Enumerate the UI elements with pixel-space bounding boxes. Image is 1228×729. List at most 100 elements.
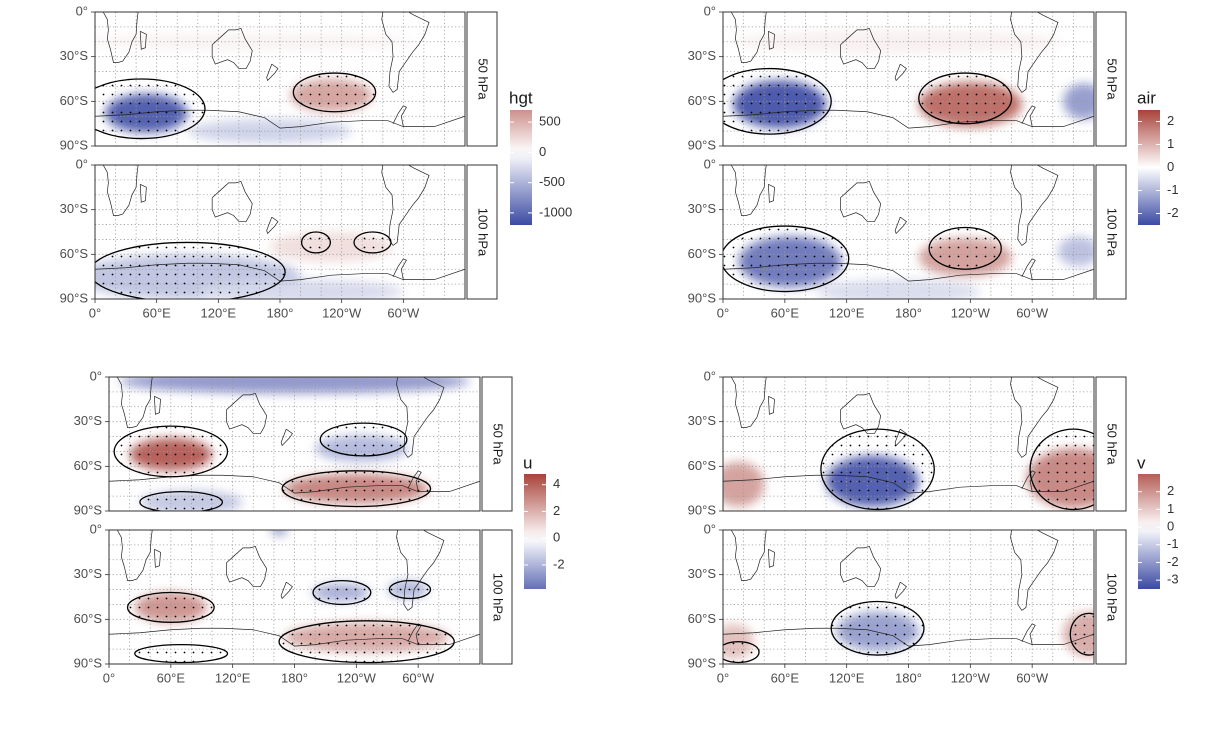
south-america-outline — [1010, 377, 1059, 458]
significance-stipple-1 — [95, 242, 286, 299]
significance-stipple-1 — [723, 226, 849, 292]
x-axis-air: 0° 60°E 120°E 180° 120°W 60°W — [717, 299, 1049, 320]
south-america-outline — [381, 12, 430, 93]
x-axis-v: 0° 60°E 120°E 180° 120°W 60°W — [717, 664, 1049, 685]
panel-plot-area — [723, 12, 1094, 146]
panel-border — [722, 376, 1095, 512]
significance-stipple-3 — [723, 641, 760, 663]
significance-stipple-1 — [831, 601, 924, 656]
significance-contour-4 — [278, 620, 455, 664]
panel-u-50hPa: 50 hPa 0° 30°S 60°S 90°S — [74, 368, 513, 517]
significance-stipple-2 — [301, 232, 331, 253]
australia-outline — [840, 545, 882, 587]
legend-tick-label: 0 — [1167, 159, 1174, 174]
significance-stipple-1 — [114, 426, 228, 477]
facet-strip-label: 100 hPa — [491, 573, 506, 622]
y-axis-tick-label: 60°S — [60, 93, 89, 108]
significance-stipple-1 — [820, 429, 935, 510]
facet-figure-hgt: 50 hPa 0° 30°S 60°S 90°S 100 hPa 0° 30°S 60°S 90… — [60, 3, 573, 320]
antarctic-peninsula-outline — [392, 258, 407, 280]
significance-stipple-2 — [918, 73, 1012, 124]
significance-contour-1 — [126, 591, 215, 623]
australia-outline — [840, 180, 882, 222]
y-axis-tick-label: 60°S — [74, 611, 103, 626]
panel-border — [94, 11, 466, 147]
x-axis-tick-label: 120°W — [337, 670, 377, 685]
legend-tick-label: 1 — [1167, 136, 1174, 151]
legend-colorbar — [510, 110, 532, 225]
y-axis-tick-label: 0° — [704, 3, 716, 18]
panel-plot-area — [723, 530, 1094, 664]
significance-stipple-5 — [134, 644, 228, 663]
madagascar-outline — [153, 549, 161, 568]
x-axis-tick-label: 60°W — [402, 670, 435, 685]
legend-tick-label: 500 — [539, 114, 561, 129]
y-axis-tick-label: 30°S — [688, 201, 717, 216]
x-axis-tick-label: 60°W — [1016, 305, 1049, 320]
south-america-outline — [1010, 165, 1059, 246]
australia-outline — [840, 392, 882, 434]
significance-contour-1 — [95, 241, 286, 299]
x-axis-tick-label: 180° — [281, 670, 308, 685]
y-axis-tick-label: 60°S — [688, 246, 717, 261]
legend-air: air 2 1 0 -1 -2 — [1137, 88, 1179, 225]
panel-plot-area — [95, 165, 465, 299]
legend-tick-label: 2 — [1167, 483, 1174, 498]
anomaly-blob-3 — [815, 279, 981, 299]
panel-v-100hPa: 100 hPa 0° 30°S 60°S 90°S — [688, 521, 1127, 670]
antarctic-peninsula-outline — [1021, 105, 1036, 127]
significance-contour-3 — [723, 641, 760, 664]
x-axis-tick-label: 60°W — [387, 305, 420, 320]
panel-plot-area — [95, 12, 465, 146]
new-zealand-outline — [266, 216, 279, 235]
facet-strip — [481, 376, 513, 512]
x-axis-tick-label: 180° — [895, 670, 922, 685]
significance-stipple-2 — [293, 73, 376, 112]
y-axis-tick-label: 60°S — [74, 458, 103, 473]
legend-tick-label: -500 — [539, 174, 565, 189]
legend-title: hgt — [509, 88, 533, 107]
antarctic-peninsula-outline — [1021, 258, 1036, 280]
facet-strip-label: 100 hPa — [1105, 208, 1120, 257]
facet-strip — [466, 164, 498, 300]
significance-stipple-3 — [282, 470, 431, 507]
significance-contour-1 — [723, 67, 832, 135]
africa-outline — [730, 12, 767, 63]
legend-hgt: hgt 500 0 -500 -1000 — [509, 88, 572, 225]
panel-plot-area — [723, 165, 1094, 299]
africa-outline — [730, 165, 767, 216]
facet-figure-air: 50 hPa 0° 30°S 60°S 90°S 100 hPa 0° 30°S 60°S 90… — [688, 3, 1179, 320]
y-axis-tick-label: 90°S — [60, 290, 89, 305]
anomaly-blob-4 — [733, 29, 1064, 54]
legend-colorbar — [524, 474, 546, 589]
legend-tick-label: -2 — [553, 556, 565, 571]
panel-border — [722, 11, 1095, 147]
anomaly-blob-3 — [723, 461, 765, 507]
south-america-outline — [1010, 12, 1059, 93]
australia-outline — [226, 392, 268, 434]
australia-outline — [211, 180, 253, 222]
y-axis-tick-label: 90°S — [688, 137, 717, 152]
y-axis-tick-label: 90°S — [74, 655, 103, 670]
facet-strip — [481, 529, 513, 665]
panel-plot-area — [109, 377, 480, 511]
significance-contour-1 — [830, 600, 925, 656]
y-axis-tick-label: 60°S — [60, 246, 89, 261]
africa-outline — [102, 165, 139, 216]
facet-strip-label: 50 hPa — [1105, 58, 1120, 100]
x-axis-tick-label: 60°E — [771, 305, 800, 320]
significance-contour-4 — [139, 490, 223, 511]
x-axis-tick-label: 60°E — [771, 670, 800, 685]
facet-strip — [1095, 376, 1127, 512]
significance-contour-2 — [300, 231, 332, 254]
x-axis-tick-label: 180° — [895, 305, 922, 320]
new-zealand-outline — [280, 428, 293, 447]
y-axis-tick-label: 30°S — [74, 566, 103, 581]
legend-tick-label: -2 — [1167, 205, 1179, 220]
significance-stipple-2 — [1070, 613, 1094, 656]
y-axis-tick-label: 0° — [704, 368, 716, 383]
significance-stipple-1 — [95, 79, 205, 139]
y-axis-tick-label: 90°S — [688, 502, 717, 517]
x-axis-tick-label: 120°E — [829, 305, 865, 320]
legend-tick-label: -1 — [1167, 182, 1179, 197]
